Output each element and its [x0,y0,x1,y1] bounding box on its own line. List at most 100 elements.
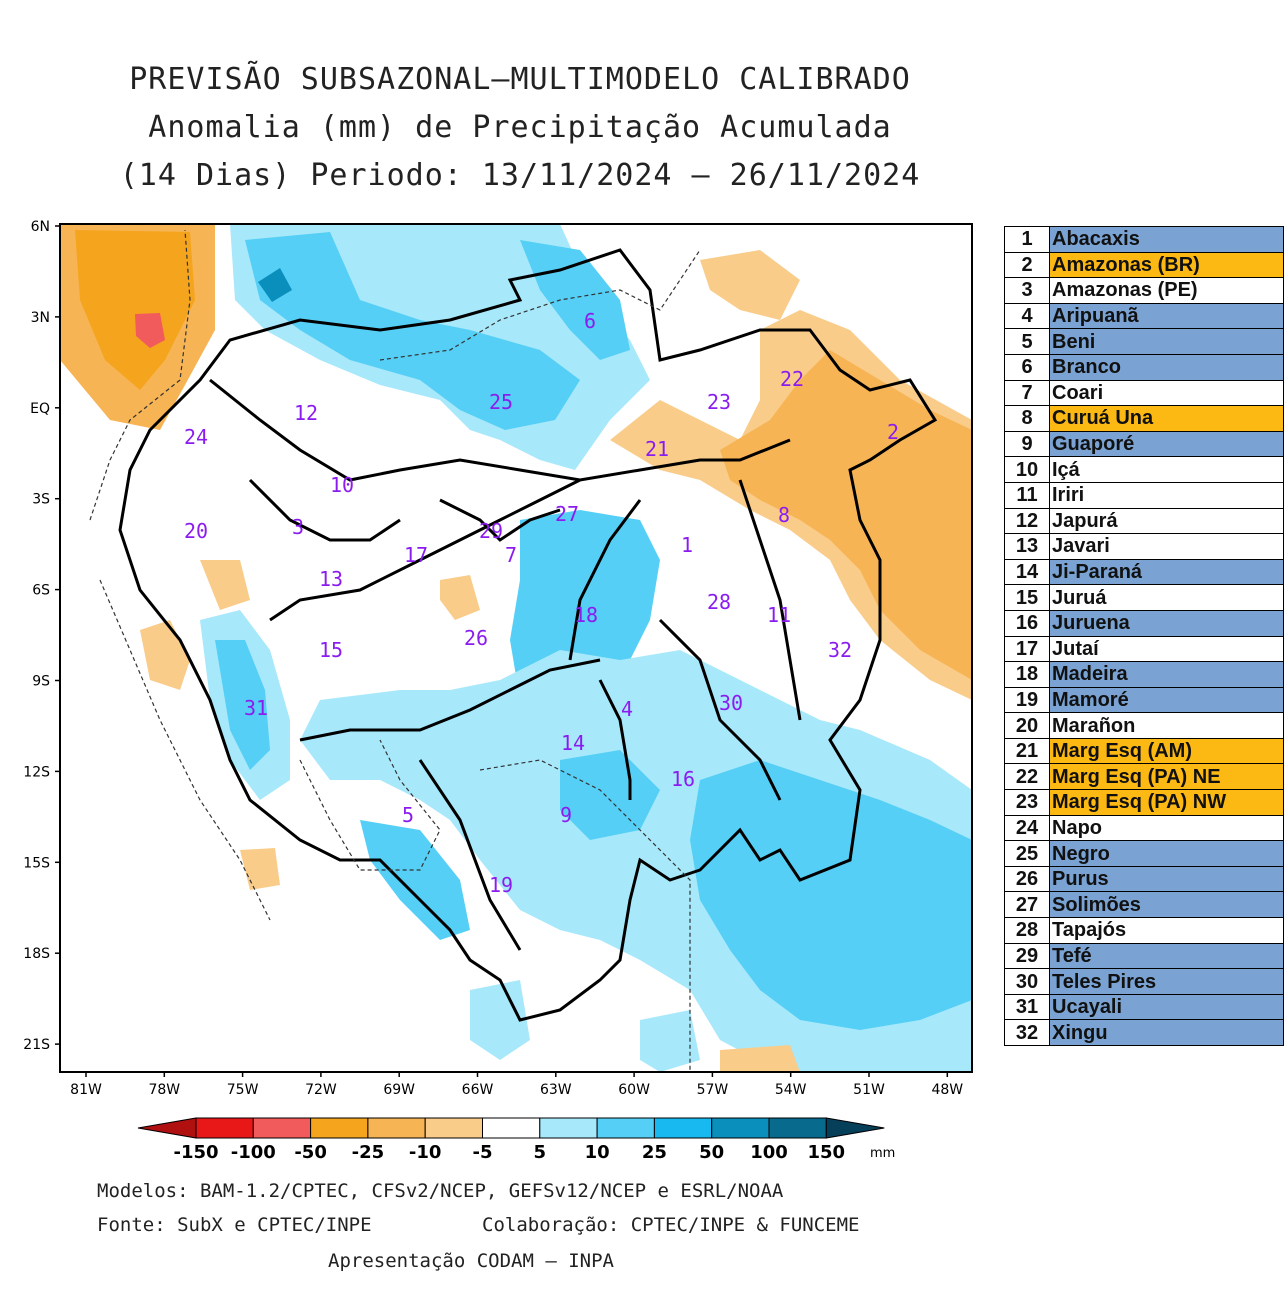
colorbar-label: -100 [231,1142,276,1163]
legend-basin-name: Javari [1049,533,1284,560]
legend-row: 18 Madeira [1004,661,1284,688]
latitude-labels: 6N 3N EQ 3S 6S 9S 12S 15S 18S 21S [23,219,60,1053]
legend-number: 12 [1004,507,1050,535]
legend-basin-name: Curuá Una [1049,405,1284,432]
colorbar-label: 25 [642,1142,667,1163]
basin-number-3: 3 [292,515,304,539]
footer-collaboration: Colaboração: CPTEC/INPE & FUNCEME [482,1214,860,1236]
basin-number-32: 32 [828,638,852,662]
map-title-line-2: Anomalia (mm) de Precipitação Acumulada [148,110,892,145]
legend-basin-name: Branco [1049,353,1284,381]
map-frame [59,223,973,1073]
legend-row: 2 Amazonas (BR) [1004,251,1284,279]
basin-number-19: 19 [489,873,513,897]
legend-row: 22 Marg Esq (PA) NE [1004,763,1284,791]
colorbar-label: 10 [585,1142,610,1163]
legend-basin-name: Negro [1049,840,1284,867]
colorbar-label: 150 [808,1142,846,1163]
colorbar-label: 50 [699,1142,724,1163]
lat-label: 6N [31,219,50,235]
colorbar-segment [768,1117,827,1139]
legend-basin-name: Purus [1049,865,1284,893]
colorbar-label: 100 [750,1142,788,1163]
legend-row: 24 Napo [1004,814,1284,842]
legend-number: 22 [1004,763,1050,791]
legend-row: 9 Guaporé [1004,430,1284,458]
legend-number: 23 [1004,789,1050,816]
legend-number: 32 [1004,1019,1050,1046]
basin-number-12: 12 [294,401,318,425]
basin-number-5: 5 [402,803,414,827]
legend-row: 10 Içá [1004,456,1284,483]
precipitation-anomaly-map: 6N 3N EQ 3S 6S 9S 12S 15S 18S 21S 81W 78W 75W 72W 69W… [23,219,973,1163]
lon-label: 69W [383,1082,415,1098]
basin-number-14: 14 [561,731,585,755]
legend-number: 5 [1004,328,1050,355]
lon-label: 72W [305,1082,337,1098]
colorbar-segment [539,1117,598,1139]
legend-row: 29 Tefé [1004,942,1284,970]
legend-number: 7 [1004,379,1050,407]
colorbar-arrow-high [825,1117,885,1139]
lon-label: 75W [227,1082,259,1098]
colorbar-label: -25 [352,1142,385,1163]
legend-number: 30 [1004,968,1050,995]
legend-basin-name: Abacaxis [1049,226,1284,253]
legend-basin-name: Napo [1049,814,1284,842]
legend-row: 21 Marg Esq (AM) [1004,737,1284,765]
legend-number: 4 [1004,302,1050,330]
lon-label: 51W [853,1082,885,1098]
legend-number: 26 [1004,865,1050,893]
lon-label: 81W [70,1082,102,1098]
legend-number: 19 [1004,686,1050,714]
basin-number-7: 7 [505,543,517,567]
legend-row: 13 Javari [1004,533,1284,560]
legend-basin-name: Marg Esq (PA) NW [1049,789,1284,816]
legend-number: 3 [1004,277,1050,304]
legend-row: 28 Tapajós [1004,917,1284,944]
legend-basin-name: Marg Esq (PA) NE [1049,763,1284,791]
legend-number: 6 [1004,353,1050,381]
legend-basin-name: Beni [1049,328,1284,355]
colorbar-arrow-low [137,1117,197,1139]
legend-number: 18 [1004,661,1050,688]
legend-number: 2 [1004,251,1050,279]
legend-basin-name: Jutaí [1049,635,1284,663]
colorbar-segment [653,1117,713,1139]
lon-label: 60W [618,1082,650,1098]
lat-label: 6S [32,583,50,599]
legend-number: 15 [1004,584,1050,611]
legend-number: 20 [1004,712,1050,739]
lat-label: 9S [32,674,50,690]
colorbar-segment [711,1117,770,1139]
basin-outlines [118,248,938,1022]
legend-number: 31 [1004,993,1050,1021]
legend-number: 28 [1004,917,1050,944]
legend-basin-name: Iriri [1049,481,1284,509]
legend-basin-name: Mamoré [1049,686,1284,714]
basin-number-30: 30 [719,691,743,715]
legend-row: 7 Coari [1004,379,1284,407]
colorbar-label: -150 [173,1142,218,1163]
legend-row: 1 Abacaxis [1004,226,1284,253]
legend-row: 26 Purus [1004,865,1284,893]
legend-basin-name: Solimões [1049,891,1284,919]
legend-basin-name: Coari [1049,379,1284,407]
legend-row: 25 Negro [1004,840,1284,867]
colorbar-segment [424,1117,484,1139]
legend-number: 10 [1004,456,1050,483]
colorbar: -150 -100 -50 -25 -10 -5 5 10 25 50 100 150 mm [137,1117,895,1163]
legend-number: 29 [1004,942,1050,970]
basin-number-23: 23 [707,390,731,414]
legend-row: 30 Teles Pires [1004,968,1284,995]
lat-label: 15S [23,855,50,871]
legend-basin-name: Juruena [1049,609,1284,637]
legend-basin-name: Marg Esq (AM) [1049,737,1284,765]
legend-row: 16 Juruena [1004,609,1284,637]
legend-number: 9 [1004,430,1050,458]
lon-label: 54W [775,1082,807,1098]
legend-row: 31 Ucayali [1004,993,1284,1021]
basin-number-10: 10 [330,473,354,497]
basin-number-29: 29 [479,519,503,543]
legend-number: 11 [1004,481,1050,509]
